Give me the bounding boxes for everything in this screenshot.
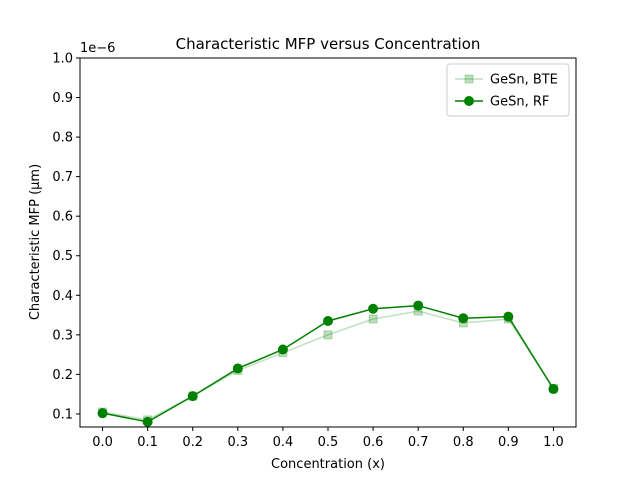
- x-tick-label: 0.4: [273, 435, 294, 450]
- x-axis-label: Concentration (x): [271, 457, 385, 472]
- x-tick-label: 0.1: [137, 435, 158, 450]
- y-tick-label: 0.2: [52, 368, 73, 383]
- y-tick-label: 0.5: [52, 249, 73, 264]
- data-point: [142, 416, 153, 427]
- legend-label: GeSn, RF: [490, 95, 549, 110]
- x-tick-label: 0.5: [318, 435, 339, 450]
- data-point: [232, 363, 243, 374]
- data-point: [187, 391, 198, 402]
- axes-frame: [79, 57, 577, 428]
- legend-entry: GeSn, BTE: [455, 73, 558, 88]
- data-point: [413, 300, 424, 311]
- legend-entry: GeSn, RF: [455, 95, 549, 110]
- legend-marker: [464, 96, 474, 106]
- y-tick-label: 0.4: [52, 289, 73, 304]
- data-point: [503, 311, 514, 322]
- y-tick-label: 1.0: [52, 52, 73, 67]
- data-point: [368, 303, 379, 314]
- y-tick-label: 0.6: [52, 210, 73, 225]
- data-point: [548, 384, 559, 395]
- y-offset-label: 1e−6: [80, 41, 115, 56]
- x-tick-label: 0.6: [363, 435, 384, 450]
- plot-area: 0.0 0.1 0.2 0.3 0.4 0.5 0.6 0.7 0.8 0.9 1.0 0.1 0.2 0…: [52, 52, 563, 451]
- data-point: [458, 313, 469, 324]
- data-point: [277, 344, 288, 355]
- x-tick-label: 0.3: [227, 435, 248, 450]
- data-point: [323, 316, 333, 327]
- series-line: [102, 310, 555, 421]
- y-axis-label: Characteristic MFP (μm): [28, 164, 43, 320]
- x-tick-label: 0.2: [182, 435, 203, 450]
- x-tick-label: 0.9: [498, 435, 519, 450]
- y-tick-label: 0.9: [52, 91, 73, 106]
- legend-box: [446, 63, 570, 117]
- legend-label: GeSn, BTE: [490, 73, 558, 88]
- chart-title: Characteristic MFP versus Concentration: [176, 35, 481, 53]
- y-tick-label: 0.8: [52, 131, 73, 146]
- data-point: [323, 330, 333, 340]
- x-tick-label: 0.7: [408, 435, 429, 450]
- x-tick-label: 0.8: [453, 435, 474, 450]
- series-2: [97, 300, 559, 427]
- y-tick-label: 0.7: [52, 170, 73, 185]
- legend-marker: [464, 74, 474, 84]
- data-point: [368, 314, 378, 324]
- y-tick-label: 0.3: [52, 328, 73, 343]
- data-point: [97, 408, 108, 419]
- x-tick-label: 0.0: [92, 435, 113, 450]
- y-tick-label: 0.1: [52, 407, 73, 422]
- legend: GeSn, BTE GeSn, RF: [446, 63, 570, 117]
- x-tick-label: 1.0: [543, 435, 564, 450]
